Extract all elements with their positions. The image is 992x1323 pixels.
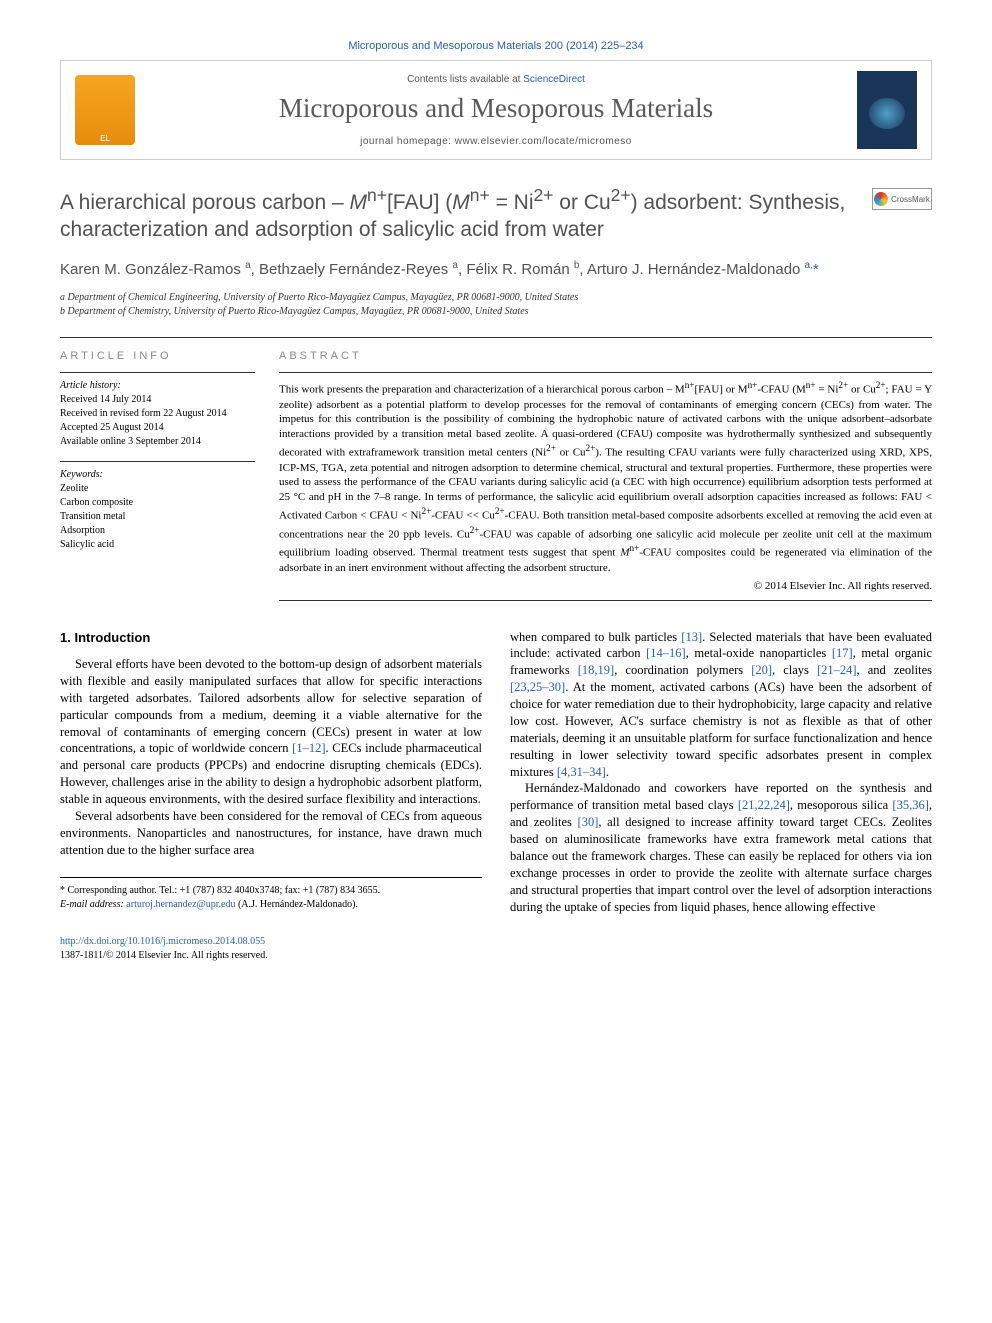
divider [60, 461, 255, 462]
corresponding-author-footnote: * Corresponding author. Tel.: +1 (787) 8… [60, 877, 482, 912]
homepage-prefix: journal homepage: [360, 136, 455, 147]
body-paragraph: Hernández-Maldonado and coworkers have r… [510, 780, 932, 915]
history-accepted: Accepted 25 August 2014 [60, 421, 255, 435]
elsevier-logo [75, 75, 135, 145]
journal-masthead: Contents lists available at ScienceDirec… [60, 60, 932, 160]
keyword: Salicylic acid [60, 538, 255, 552]
affiliations: a Department of Chemical Engineering, Un… [60, 291, 932, 319]
section-heading-intro: 1. Introduction [60, 629, 482, 647]
issn-copyright: 1387-1811/© 2014 Elsevier Inc. All right… [60, 950, 268, 961]
keyword: Carbon composite [60, 496, 255, 510]
body-paragraph: when compared to bulk particles [13]. Se… [510, 629, 932, 781]
article-history: Article history: Received 14 July 2014 R… [60, 379, 255, 449]
divider [60, 372, 255, 373]
article-title: A hierarchical porous carbon – Mn+[FAU] … [60, 184, 932, 244]
homepage-url[interactable]: www.elsevier.com/locate/micromeso [455, 136, 632, 147]
keyword: Adsorption [60, 524, 255, 538]
journal-name: Microporous and Mesoporous Materials [151, 93, 841, 124]
abstract-body: This work presents the preparation and c… [279, 379, 932, 575]
homepage-line: journal homepage: www.elsevier.com/locat… [151, 136, 841, 147]
section-number: 1. [60, 630, 71, 645]
history-label: Article history: [60, 379, 255, 393]
info-abstract-row: ARTICLE INFO Article history: Received 1… [60, 350, 932, 600]
sciencedirect-link[interactable]: ScienceDirect [523, 74, 585, 85]
divider [279, 600, 932, 601]
author-list: Karen M. González-Ramos a, Bethzaely Fer… [60, 258, 932, 282]
corresponding-line: * Corresponding author. Tel.: +1 (787) 8… [60, 884, 482, 898]
article-info-heading: ARTICLE INFO [60, 350, 255, 362]
history-received: Received 14 July 2014 [60, 393, 255, 407]
abstract-copyright: © 2014 Elsevier Inc. All rights reserved… [279, 580, 932, 592]
keywords-block: Keywords: Zeolite Carbon composite Trans… [60, 468, 255, 552]
affiliation-a: a Department of Chemical Engineering, Un… [60, 291, 932, 305]
abstract-column: ABSTRACT This work presents the preparat… [279, 350, 932, 600]
email-line: E-mail address: arturoj.hernandez@upr.ed… [60, 898, 482, 912]
contents-available-line: Contents lists available at ScienceDirec… [151, 74, 841, 85]
keyword: Zeolite [60, 482, 255, 496]
keyword: Transition metal [60, 510, 255, 524]
article-header: CrossMark A hierarchical porous carbon –… [60, 184, 932, 319]
journal-cover-thumbnail [857, 71, 917, 149]
email-label: E-mail address: [60, 899, 124, 910]
email-link[interactable]: arturoj.hernandez@upr.edu [126, 899, 235, 910]
citation-header: Microporous and Mesoporous Materials 200… [60, 40, 932, 52]
crossmark-badge[interactable]: CrossMark [872, 188, 932, 210]
keywords-label: Keywords: [60, 468, 255, 482]
article-info-column: ARTICLE INFO Article history: Received 1… [60, 350, 255, 600]
doi-link[interactable]: http://dx.doi.org/10.1016/j.micromeso.20… [60, 936, 265, 947]
body-paragraph: Several efforts have been devoted to the… [60, 656, 482, 808]
body-paragraph: Several adsorbents have been considered … [60, 808, 482, 859]
masthead-center: Contents lists available at ScienceDirec… [151, 74, 841, 147]
history-online: Available online 3 September 2014 [60, 435, 255, 449]
email-suffix: (A.J. Hernández-Maldonado). [238, 899, 358, 910]
affiliation-b: b Department of Chemistry, University of… [60, 305, 932, 319]
divider [60, 337, 932, 338]
abstract-heading: ABSTRACT [279, 350, 932, 362]
section-title: Introduction [74, 630, 150, 645]
contents-prefix: Contents lists available at [407, 74, 523, 85]
history-revised: Received in revised form 22 August 2014 [60, 407, 255, 421]
divider [279, 372, 932, 373]
page-footer: http://dx.doi.org/10.1016/j.micromeso.20… [60, 935, 932, 963]
body-text: 1. Introduction Several efforts have bee… [60, 629, 932, 916]
